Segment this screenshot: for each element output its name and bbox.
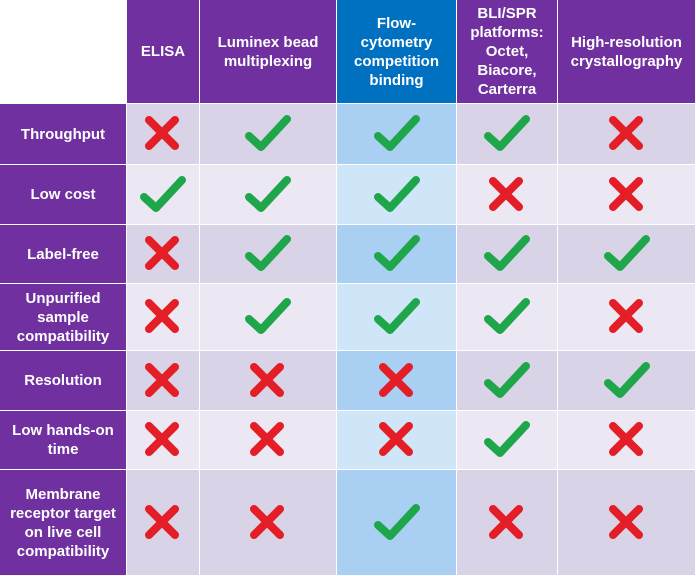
- check-mark: [245, 298, 291, 334]
- cross-mark: [489, 176, 523, 211]
- cross-mark: [489, 504, 523, 539]
- table-cell: [127, 165, 200, 225]
- table-cell: [457, 470, 558, 576]
- check-mark: [245, 235, 291, 271]
- row-label: Membrane receptor target on live cell co…: [0, 470, 127, 576]
- table-cell: [200, 411, 337, 470]
- table-cell: [127, 104, 200, 165]
- cross-mark: [608, 116, 643, 150]
- table-cell: [457, 284, 558, 351]
- cross-mark: [145, 116, 179, 150]
- table-cell: [127, 351, 200, 411]
- cross-mark: [608, 176, 643, 211]
- table-cell: [558, 165, 696, 225]
- check-mark: [373, 503, 420, 540]
- cross-mark: [608, 504, 643, 539]
- check-mark: [603, 361, 650, 398]
- check-mark: [245, 175, 291, 212]
- table-cell: [200, 470, 337, 576]
- table-cell: [558, 284, 696, 351]
- column-header: BLI/SPR platforms: Octet, Biacore, Carte…: [457, 0, 558, 104]
- cross-mark: [378, 422, 413, 456]
- check-mark: [484, 235, 530, 271]
- table-cell: [127, 284, 200, 351]
- cross-mark: [250, 504, 284, 539]
- cross-mark: [608, 299, 643, 333]
- table-cell: [457, 225, 558, 284]
- row-label: Low cost: [0, 165, 127, 225]
- column-header: Luminex bead multiplexing: [200, 0, 337, 104]
- row-label: Low hands-on time: [0, 411, 127, 470]
- check-mark: [373, 115, 420, 151]
- table-cell: [337, 411, 457, 470]
- table-cell: [337, 225, 457, 284]
- table-cell: [558, 225, 696, 284]
- cross-mark: [250, 422, 284, 456]
- table-cell: [337, 470, 457, 576]
- cross-mark: [145, 362, 179, 397]
- table-cell: [200, 104, 337, 165]
- table-cell: [127, 470, 200, 576]
- table-cell: [200, 165, 337, 225]
- check-mark: [484, 298, 530, 334]
- cross-mark: [145, 299, 179, 333]
- check-mark: [484, 361, 530, 398]
- table-cell: [558, 470, 696, 576]
- row-label: Resolution: [0, 351, 127, 411]
- check-mark: [373, 298, 420, 334]
- row-label: Throughput: [0, 104, 127, 165]
- table-cell: [558, 104, 696, 165]
- check-mark: [373, 235, 420, 271]
- column-header: ELISA: [127, 0, 200, 104]
- table-cell: [337, 284, 457, 351]
- table-cell: [127, 225, 200, 284]
- cross-mark: [378, 362, 413, 397]
- table-cell: [337, 165, 457, 225]
- cross-mark: [145, 504, 179, 539]
- table-cell: [337, 104, 457, 165]
- check-mark: [245, 115, 291, 151]
- table-cell: [200, 351, 337, 411]
- cross-mark: [145, 422, 179, 456]
- check-mark: [140, 175, 186, 212]
- check-mark: [603, 235, 650, 271]
- table-cell: [337, 351, 457, 411]
- check-mark: [484, 421, 530, 457]
- table-cell: [457, 165, 558, 225]
- table-cell: [457, 411, 558, 470]
- cross-mark: [608, 422, 643, 456]
- table-cell: [127, 411, 200, 470]
- row-label: Label-free: [0, 225, 127, 284]
- table-cell: [457, 351, 558, 411]
- cross-mark: [145, 236, 179, 270]
- table-cell: [457, 104, 558, 165]
- table-cell: [200, 284, 337, 351]
- check-mark: [484, 115, 530, 151]
- row-label: Unpurified sample compatibility: [0, 284, 127, 351]
- cross-mark: [250, 362, 284, 397]
- check-mark: [373, 175, 420, 212]
- table-cell: [558, 351, 696, 411]
- column-header: Flow-cytometry competition binding: [337, 0, 457, 104]
- column-header: High-resolution crystallography: [558, 0, 696, 104]
- table-cell: [558, 411, 696, 470]
- table-cell: [200, 225, 337, 284]
